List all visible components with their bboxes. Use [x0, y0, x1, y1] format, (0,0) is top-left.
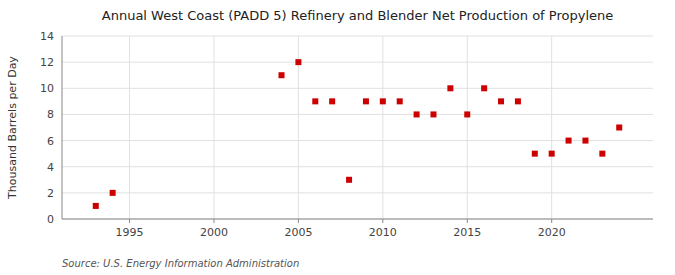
x-tick-label: 2010 — [369, 226, 397, 239]
x-tick-label: 2020 — [538, 226, 566, 239]
y-tick-label: 8 — [47, 108, 54, 121]
point — [566, 138, 572, 144]
x-tick-label: 2015 — [453, 226, 481, 239]
title: Annual West Coast (PADD 5) Refinery and … — [102, 8, 613, 23]
x-tick — [551, 219, 552, 223]
grid — [62, 36, 653, 219]
x-tick — [213, 219, 214, 223]
x-tick-label: 2005 — [284, 226, 312, 239]
chart-container: Annual West Coast (PADD 5) Refinery and … — [0, 0, 675, 275]
point — [295, 59, 301, 65]
chart-svg: Annual West Coast (PADD 5) Refinery and … — [0, 0, 675, 275]
y-grid-line — [62, 140, 653, 141]
y-tick-label: 2 — [47, 187, 54, 200]
x-tick-label: 2000 — [200, 226, 228, 239]
x-tick — [129, 219, 130, 223]
point — [481, 85, 487, 91]
point — [279, 72, 285, 78]
point — [430, 111, 436, 117]
point — [616, 125, 622, 131]
y-grid-line — [62, 62, 653, 63]
x-tick-label: 1995 — [116, 226, 144, 239]
x-grid-line — [382, 36, 383, 219]
x-tick — [382, 219, 383, 223]
point — [312, 98, 318, 104]
x-tick — [298, 219, 299, 223]
y-tick-label: 10 — [40, 82, 54, 95]
y-tick-label: 4 — [47, 161, 54, 174]
point — [346, 177, 352, 183]
point — [549, 151, 555, 157]
y-grid-line — [62, 166, 653, 167]
point — [515, 98, 521, 104]
x-grid-line — [213, 36, 214, 219]
y-grid-line — [62, 36, 653, 37]
y-grid-line — [62, 192, 653, 193]
x-tick — [467, 219, 468, 223]
point — [464, 111, 470, 117]
x-grid-line — [129, 36, 130, 219]
y-grid-line — [62, 219, 653, 220]
y-axis-label: Thousand Barrels per Day — [6, 56, 19, 200]
point — [582, 138, 588, 144]
x-grid-line — [467, 36, 468, 219]
point — [414, 111, 420, 117]
y-tick-label: 0 — [47, 213, 54, 226]
y-grid-line — [62, 114, 653, 115]
y-tick-label: 14 — [40, 30, 54, 43]
point — [599, 151, 605, 157]
x-grid-line — [551, 36, 552, 219]
point — [110, 190, 116, 196]
point — [363, 98, 369, 104]
source-note: Source: U.S. Energy Information Administ… — [62, 258, 299, 269]
point — [447, 85, 453, 91]
point — [93, 203, 99, 209]
y-tick-label: 12 — [40, 56, 54, 69]
point — [380, 98, 386, 104]
point — [498, 98, 504, 104]
y-axis-line — [62, 36, 63, 219]
point — [397, 98, 403, 104]
x-axis-line — [62, 219, 653, 220]
y-grid-line — [62, 88, 653, 89]
point — [532, 151, 538, 157]
point — [329, 98, 335, 104]
points — [93, 59, 622, 209]
y-tick-label: 6 — [47, 135, 54, 148]
